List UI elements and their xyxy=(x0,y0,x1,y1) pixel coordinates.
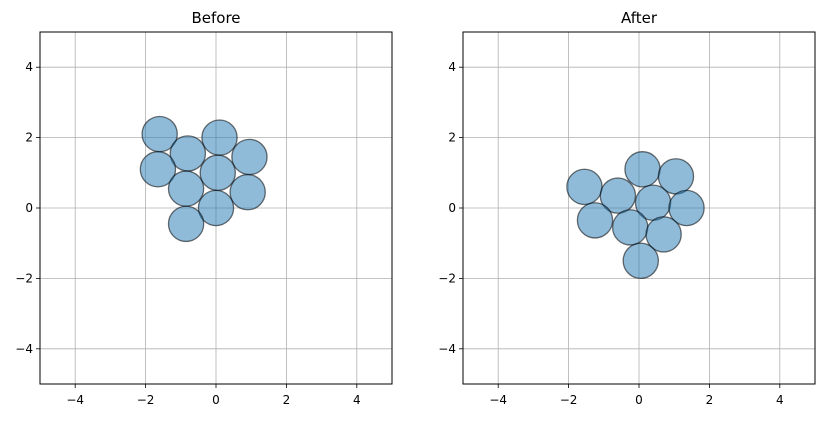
x-tick-label: −4 xyxy=(66,393,84,407)
data-point xyxy=(229,173,266,211)
data-point xyxy=(668,189,705,227)
data-point xyxy=(624,151,661,188)
before-panel: −4 −2 0 2 4 −4 −2 0 2 4 Before xyxy=(15,9,393,407)
data-point xyxy=(231,138,268,176)
y-tick-label: 4 xyxy=(25,60,33,74)
data-point xyxy=(197,189,235,227)
data-point xyxy=(566,168,603,206)
x-tick-label: −2 xyxy=(560,393,578,407)
data-point xyxy=(599,177,637,214)
data-point xyxy=(645,216,682,253)
data-point xyxy=(201,119,238,156)
x-tick-label: 2 xyxy=(706,393,714,407)
data-point xyxy=(199,154,237,192)
data-point xyxy=(167,170,205,207)
data-point xyxy=(622,242,660,280)
y-tick-label: 2 xyxy=(448,131,456,145)
x-tick-label: 0 xyxy=(212,393,220,407)
chart-title: After xyxy=(621,9,658,27)
data-point xyxy=(611,209,649,246)
y-tick-label: 4 xyxy=(448,60,456,74)
x-tick-label: 4 xyxy=(776,393,784,407)
x-tick-label: 0 xyxy=(635,393,643,407)
data-point xyxy=(167,205,205,243)
after-panel: −4 −2 0 2 4 −4 −2 0 2 4 After xyxy=(438,9,816,407)
x-tick-label: −2 xyxy=(137,393,155,407)
y-tick-label: −2 xyxy=(438,271,456,285)
y-tick-label: −2 xyxy=(15,271,33,285)
y-tick-label: −4 xyxy=(438,342,456,356)
y-tick-label: 2 xyxy=(25,131,33,145)
chart-title: Before xyxy=(191,9,240,27)
data-point xyxy=(139,151,177,188)
x-tick-label: −4 xyxy=(489,393,507,407)
y-tick-label: −4 xyxy=(15,342,33,356)
y-tick-label: 0 xyxy=(448,201,456,215)
y-tick-label: 0 xyxy=(25,201,33,215)
x-tick-label: 2 xyxy=(283,393,291,407)
x-tick-label: 4 xyxy=(353,393,361,407)
data-point xyxy=(576,202,614,239)
